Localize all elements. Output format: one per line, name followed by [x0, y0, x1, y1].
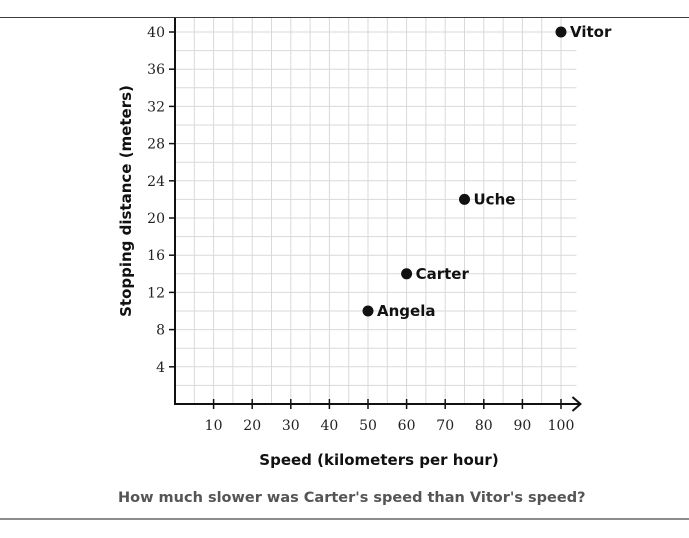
grid-lines	[175, 18, 577, 404]
data-point-label-vitor: Vitor	[570, 23, 612, 41]
axes	[169, 18, 582, 412]
question-text: How much slower was Carter's speed than …	[118, 490, 586, 506]
top-divider	[0, 17, 689, 18]
data-point-vitor	[555, 26, 567, 38]
x-tick-label: 20	[243, 418, 261, 434]
y-tick-label: 20	[147, 211, 165, 227]
x-tick-label: 90	[513, 418, 531, 434]
y-tick-label: 36	[147, 62, 165, 78]
x-tick-label: 80	[475, 418, 493, 434]
data-point-angela	[362, 305, 374, 317]
x-tick-label: 30	[282, 418, 300, 434]
x-tick-label: 100	[548, 418, 575, 434]
data-point-uche	[459, 193, 470, 205]
x-axis-arrow	[571, 396, 582, 412]
y-tick-label: 8	[156, 323, 165, 339]
x-tick-label: 10	[205, 418, 223, 434]
data-point-label-carter: Carter	[416, 265, 470, 283]
bottom-divider	[0, 518, 689, 520]
tick-labels: 10 20 30 40 50 60 70 80 90 100 4 8 12 16 20 24 28 32 36 40	[147, 25, 574, 434]
x-tick-label: 60	[398, 418, 416, 434]
y-tick-label: 32	[147, 99, 165, 115]
x-axis-title: Speed (kilometers per hour)	[259, 451, 498, 469]
y-tick-label: 4	[156, 360, 165, 376]
y-tick-label: 28	[147, 137, 165, 153]
data-point-label-uche: Uche	[474, 190, 516, 208]
y-axis-title: Stopping distance (meters)	[117, 85, 135, 317]
data-point-label-angela: Angela	[377, 302, 435, 320]
data-points: Angela Carter Uche Vitor	[362, 23, 612, 320]
data-point-carter	[401, 268, 413, 280]
x-tick-label: 70	[436, 418, 454, 434]
y-tick-label: 16	[147, 248, 165, 264]
x-tick-label: 50	[359, 418, 377, 434]
scatter-chart: 10 20 30 40 50 60 70 80 90 100481216202428323640 …	[117, 18, 612, 469]
y-tick-label: 40	[147, 25, 165, 41]
y-tick-label: 24	[147, 174, 165, 190]
y-tick-label: 12	[147, 285, 165, 301]
x-tick-label: 40	[320, 418, 338, 434]
